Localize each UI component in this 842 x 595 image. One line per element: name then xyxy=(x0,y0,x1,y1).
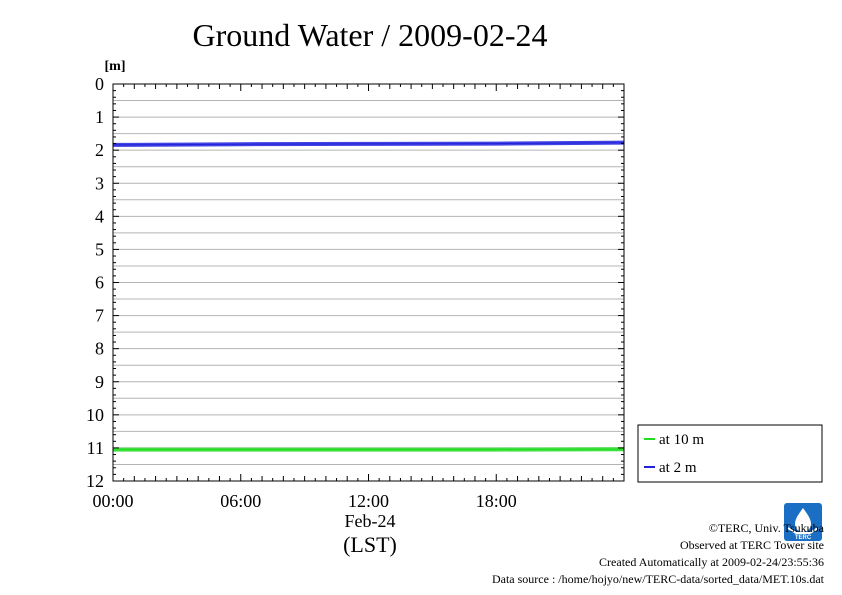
chart-title: Ground Water / 2009-02-24 xyxy=(193,17,548,53)
y-tick-label: 12 xyxy=(86,471,104,491)
copyright-text: ©TERC, Univ. Tsukuba xyxy=(708,521,824,535)
logo-text: TERC xyxy=(795,535,812,541)
y-tick-label: 9 xyxy=(95,372,104,392)
axis-ticks xyxy=(112,83,625,482)
series-group xyxy=(112,140,625,452)
y-axis-label: [m] xyxy=(105,59,126,74)
x-axis-date-label: Feb-24 xyxy=(345,511,396,531)
legend-box xyxy=(637,424,823,483)
legend-label: at 10 m xyxy=(659,432,704,448)
y-tick-label: 2 xyxy=(95,140,104,160)
x-tick-label: 06:00 xyxy=(220,491,261,511)
legend: at 10 m at 2 m xyxy=(637,424,823,483)
y-tick-label: 0 xyxy=(95,74,104,94)
series-line-core xyxy=(112,142,625,146)
y-tick-label: 10 xyxy=(86,405,104,425)
x-tick-label: 00:00 xyxy=(92,491,133,511)
y-tick-label: 1 xyxy=(95,107,104,127)
y-tick-label: 11 xyxy=(87,438,104,458)
terc-logo-icon: TERC xyxy=(784,503,822,546)
x-tick-labels: 00:00 06:00 12:00 18:00 xyxy=(92,491,516,511)
x-tick-label: 12:00 xyxy=(348,491,389,511)
y-tick-label: 4 xyxy=(95,206,104,226)
y-tick-label: 6 xyxy=(95,273,104,293)
created-text: Created Automatically at 2009-02-24/23:5… xyxy=(599,555,824,569)
grid-lines xyxy=(113,100,624,465)
site-text: Observed at TERC Tower site xyxy=(679,538,824,552)
legend-label: at 2 m xyxy=(659,460,697,476)
source-text: Data source : /home/hojyo/new/TERC-data/… xyxy=(491,572,824,586)
x-tick-label: 18:00 xyxy=(476,491,517,511)
x-axis-timezone-label: (LST) xyxy=(343,532,397,557)
y-tick-label: 8 xyxy=(95,339,104,359)
y-tick-label: 7 xyxy=(95,306,104,326)
y-tick-label: 5 xyxy=(95,239,104,259)
y-tick-label: 3 xyxy=(95,173,104,193)
